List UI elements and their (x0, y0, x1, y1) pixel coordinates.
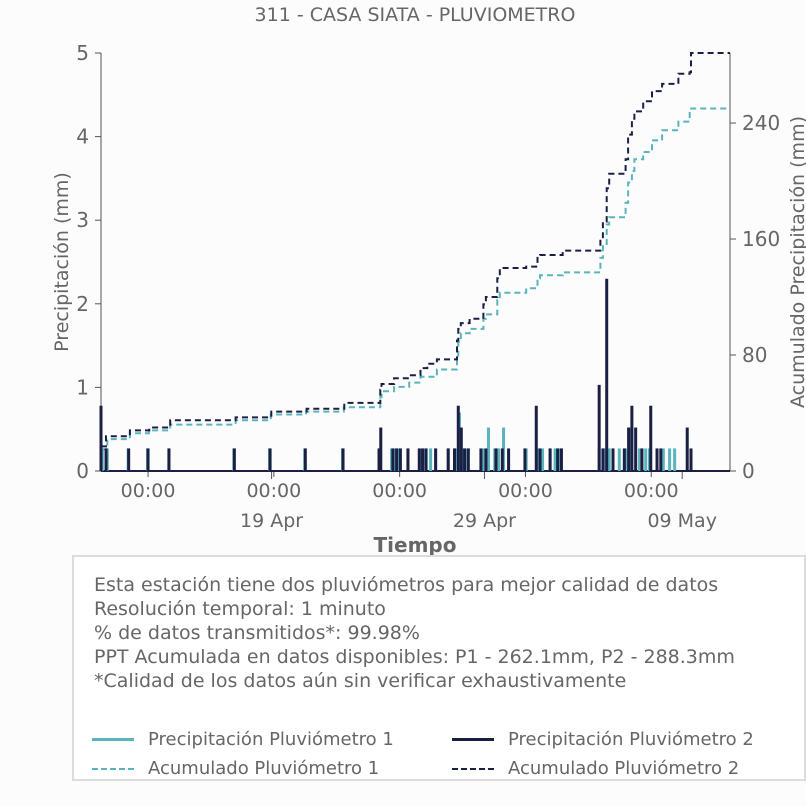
y-tick-label: 2 (76, 292, 89, 316)
x-tick-label-date: 29 Apr (453, 510, 516, 532)
legend-label-p1-acc: Acumulado Pluviómetro 1 (148, 758, 380, 779)
series-acumulado-p2 (101, 52, 730, 448)
y-tick-label: 5 (76, 41, 89, 65)
x-tick-label-date: 09 May (647, 510, 717, 532)
legend-label-p1-bar: Precipitación Pluviómetro 1 (148, 729, 394, 750)
x-tick-label-time: 00:00 (121, 480, 176, 502)
info-line-transmitted: % de datos transmitidos*: 99.98% (94, 622, 420, 644)
legend-item-p1-bar: Precipitación Pluviómetro 1 (92, 729, 394, 750)
legend-label-p2-acc: Acumulado Pluviómetro 2 (508, 758, 740, 779)
x-tick-label-date: 19 Apr (240, 510, 303, 532)
plot-area: 0 1 2 3 4 5 0 80 160 240 00:00 00:00 00:00 00:00 00:00… (76, 41, 780, 532)
info-line-quality: *Calidad de los datos aún sin verificar … (94, 670, 627, 692)
info-box: Esta estación tiene dos pluviómetros par… (72, 555, 806, 781)
y2-tick-label: 0 (742, 459, 755, 483)
y2-tick-label: 160 (742, 227, 780, 251)
info-line-stations: Esta estación tiene dos pluviómetros par… (94, 574, 719, 596)
x-tick-label-time: 00:00 (246, 480, 301, 502)
info-text: Esta estación tiene dos pluviómetros par… (94, 573, 735, 693)
chart-title: 311 - CASA SIATA - PLUVIOMETRO (255, 4, 576, 26)
x-tick-label-time: 00:00 (498, 480, 553, 502)
info-line-accumulated: PPT Acumulada en datos disponibles: P1 -… (94, 646, 735, 668)
y-tick-label: 3 (76, 208, 89, 232)
x-tick-label-time: 00:00 (372, 480, 427, 502)
x-axis-label: Tiempo (374, 533, 457, 557)
info-line-resolution: Resolución temporal: 1 minuto (94, 598, 386, 620)
legend-item-p2-acc: Acumulado Pluviómetro 2 (452, 758, 739, 779)
legend-item-p2-bar: Precipitación Pluviómetro 2 (452, 729, 754, 750)
legend: Precipitación Pluviómetro 1 Precipitació… (92, 729, 792, 789)
legend-item-p1-acc: Acumulado Pluviómetro 1 (92, 758, 379, 779)
y-tick-label: 1 (76, 375, 89, 399)
legend-swatch-p2-bar (452, 738, 494, 741)
y-tick-label: 4 (76, 125, 89, 149)
legend-swatch-p1-bar (92, 738, 134, 741)
series-acumulado-p1 (101, 107, 730, 451)
y-tick-label: 0 (76, 459, 89, 483)
legend-swatch-p2-acc (452, 767, 494, 770)
legend-label-p2-bar: Precipitación Pluviómetro 2 (508, 729, 754, 750)
y-axis-label: Precipitación (mm) (51, 172, 73, 352)
y2-axis-label: Acumulado Precipitación (mm) (787, 116, 806, 408)
y2-tick-label: 240 (742, 111, 780, 135)
x-tick-label-time: 00:00 (624, 480, 679, 502)
legend-swatch-p1-acc (92, 767, 134, 770)
y2-tick-label: 80 (742, 343, 767, 367)
